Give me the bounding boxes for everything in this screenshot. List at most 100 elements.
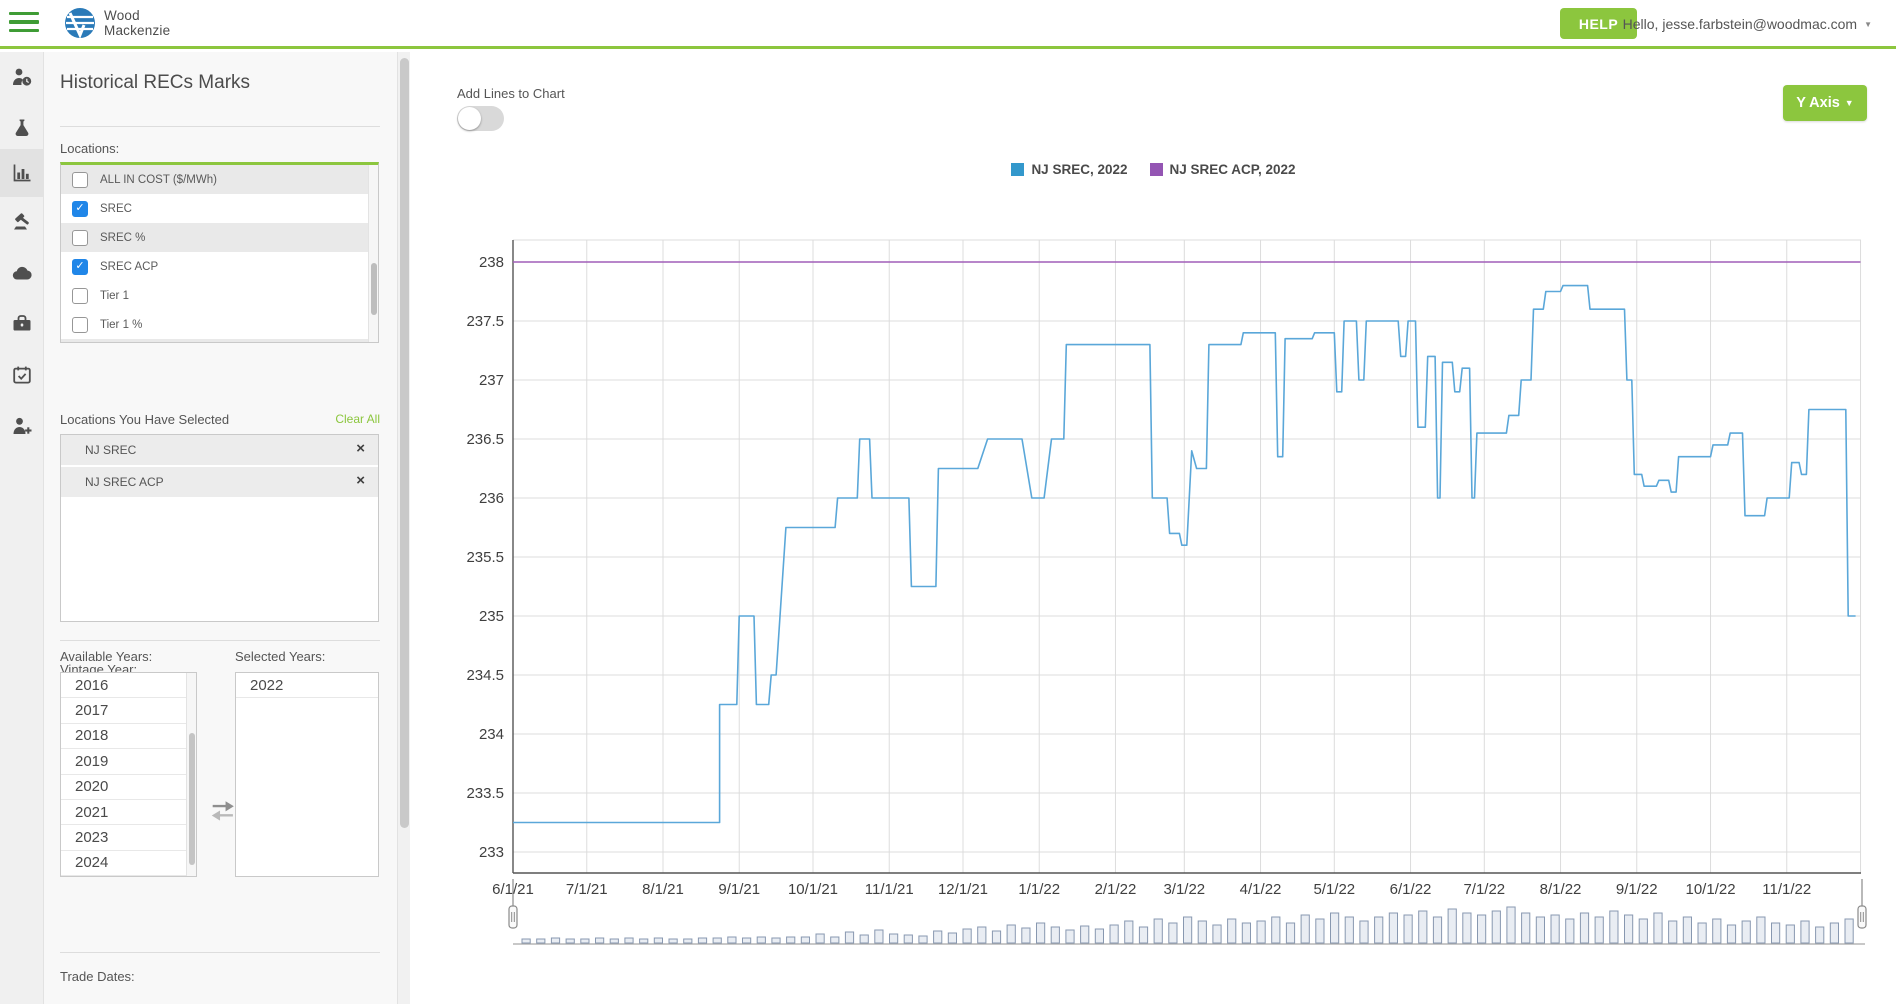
scrollbar-thumb[interactable] [370, 263, 377, 315]
y-axis-tick-label: 236 [479, 490, 504, 507]
navigator-bar [1080, 925, 1090, 944]
y-axis-tick-label: 235 [479, 608, 504, 625]
y-axis-dropdown-button[interactable]: Y Axis ▼ [1783, 85, 1867, 121]
checkbox-unchecked[interactable] [72, 229, 88, 246]
selected-location-row: NJ SREC ACP × [61, 467, 378, 497]
checkbox-unchecked[interactable] [72, 171, 88, 188]
location-option-row[interactable]: SREC % [61, 223, 378, 252]
available-year-option[interactable]: 2016 [61, 673, 196, 699]
navigator-bar [1756, 916, 1766, 944]
navigator-bar [1197, 920, 1207, 944]
scrollbar-thumb[interactable] [400, 58, 409, 828]
location-option-row[interactable]: ALL IN COST ($/MWh) [61, 165, 378, 194]
rail-item-calendar-check[interactable] [0, 351, 44, 399]
rail-item-gavel[interactable] [0, 197, 44, 245]
locations-scrollbar[interactable] [368, 165, 378, 342]
navigator-right-handle[interactable] [1857, 879, 1867, 929]
rail-item-bar-chart[interactable] [0, 149, 44, 197]
location-option-label: ALL IN COST ($/MWh) [100, 173, 217, 186]
user-menu[interactable]: Hello, jesse.farbstein@woodmac.com ▼ [1623, 16, 1872, 32]
x-axis-tick-label: 5/1/22 [1313, 881, 1355, 898]
checkbox-checked[interactable]: ✓ [72, 200, 88, 217]
navigator-bar [1785, 924, 1795, 944]
legend-item[interactable]: NJ SREC ACP, 2022 [1149, 162, 1296, 177]
selected-year-option[interactable]: 2022 [236, 673, 378, 699]
navigator-bar [1565, 918, 1575, 944]
gavel-icon [14, 213, 29, 230]
available-years-scrollbar[interactable] [186, 673, 196, 876]
location-option-label: Tier 1 [100, 289, 129, 302]
x-axis-tick-label: 8/1/22 [1540, 881, 1582, 898]
available-year-option[interactable]: 2024 [61, 851, 196, 876]
available-year-option[interactable]: 2020 [61, 775, 196, 800]
toggle-knob[interactable] [458, 107, 481, 130]
y-axis-tick-label: 233.5 [466, 785, 504, 802]
location-option-label: SREC % [100, 231, 146, 244]
hamburger-menu-icon[interactable] [9, 12, 39, 36]
navigator-bar [1506, 906, 1516, 944]
navigator-bar [874, 929, 884, 944]
x-axis-tick-label: 8/1/21 [642, 881, 684, 898]
transfer-years-icon[interactable] [209, 800, 239, 824]
navigator-bar [962, 928, 972, 944]
remove-location-icon[interactable]: × [356, 472, 365, 489]
rail-item-toolbox[interactable] [0, 299, 44, 347]
checkbox-unchecked[interactable] [72, 287, 88, 304]
checkbox-unchecked[interactable] [72, 316, 88, 333]
navigator-bar [1109, 924, 1119, 944]
selected-location-row: NJ SREC × [61, 435, 378, 465]
available-year-option[interactable]: 2018 [61, 724, 196, 750]
navigator-bar [1241, 922, 1251, 944]
scrollbar-thumb[interactable] [188, 733, 195, 865]
navigator-bar [903, 934, 913, 944]
checkbox-checked[interactable]: ✓ [72, 258, 88, 275]
clear-all-link[interactable]: Clear All [335, 412, 380, 426]
navigator-bar [1447, 908, 1457, 944]
calendar-check-icon [13, 366, 31, 384]
rail-item-user-clock[interactable] [0, 53, 44, 101]
add-lines-label: Add Lines to Chart [457, 86, 565, 101]
x-axis-tick-label: 7/1/22 [1463, 881, 1505, 898]
help-button[interactable]: HELP [1560, 8, 1637, 39]
sidebar-scrollbar[interactable] [397, 52, 410, 1004]
location-option-row[interactable]: Tier 1 % [61, 310, 378, 339]
navigator-bar [1227, 918, 1237, 944]
location-option-row[interactable]: ✓ SREC ACP [61, 252, 378, 281]
available-year-option[interactable]: 2021 [61, 800, 196, 826]
available-year-option[interactable]: 2023 [61, 825, 196, 851]
navigator-bar [1138, 926, 1149, 944]
rail-item-cloud[interactable] [0, 249, 44, 297]
available-year-option[interactable]: 2019 [61, 749, 196, 775]
navigator-bar [639, 938, 649, 944]
navigator-bar [697, 937, 708, 944]
legend-item[interactable]: NJ SREC, 2022 [1011, 162, 1128, 177]
navigator-bar [1477, 914, 1487, 944]
available-year-option[interactable]: 2017 [61, 698, 196, 724]
navigator-bar [565, 938, 575, 944]
navigator-bar [1418, 910, 1428, 944]
add-lines-toggle[interactable] [457, 106, 504, 131]
location-option-row[interactable]: Tier 1 [61, 281, 378, 310]
rail-item-flask[interactable] [0, 104, 44, 152]
x-axis-tick-label: 10/1/22 [1686, 881, 1736, 898]
navigator-bar [727, 936, 737, 944]
y-axis-tick-label: 233 [479, 844, 504, 861]
bar-chart-icon [13, 164, 31, 182]
remove-location-icon[interactable]: × [356, 440, 365, 457]
chevron-down-icon: ▼ [1844, 97, 1854, 108]
navigator-bar [1668, 920, 1678, 944]
logo-text-line1: Wood [104, 8, 140, 23]
navigator-bar [859, 934, 869, 944]
selected-locations-box: NJ SREC × NJ SREC ACP × [60, 434, 379, 622]
rail-item-user-plus[interactable] [0, 402, 44, 450]
navigator-bar [683, 938, 693, 944]
navigator-bar [1344, 916, 1354, 944]
navigator-bar [1021, 927, 1031, 944]
user-clock-icon [13, 68, 32, 86]
navigator-left-handle[interactable] [508, 879, 518, 929]
available-years-listbox: 2016 2017 2018 2019 2020 2021 2023 2024 [60, 672, 197, 877]
location-option-row[interactable]: ✓ SREC [61, 194, 378, 223]
navigator-bar [771, 937, 781, 944]
navigator-bar [1844, 918, 1854, 944]
navigator-bar [1403, 914, 1413, 944]
